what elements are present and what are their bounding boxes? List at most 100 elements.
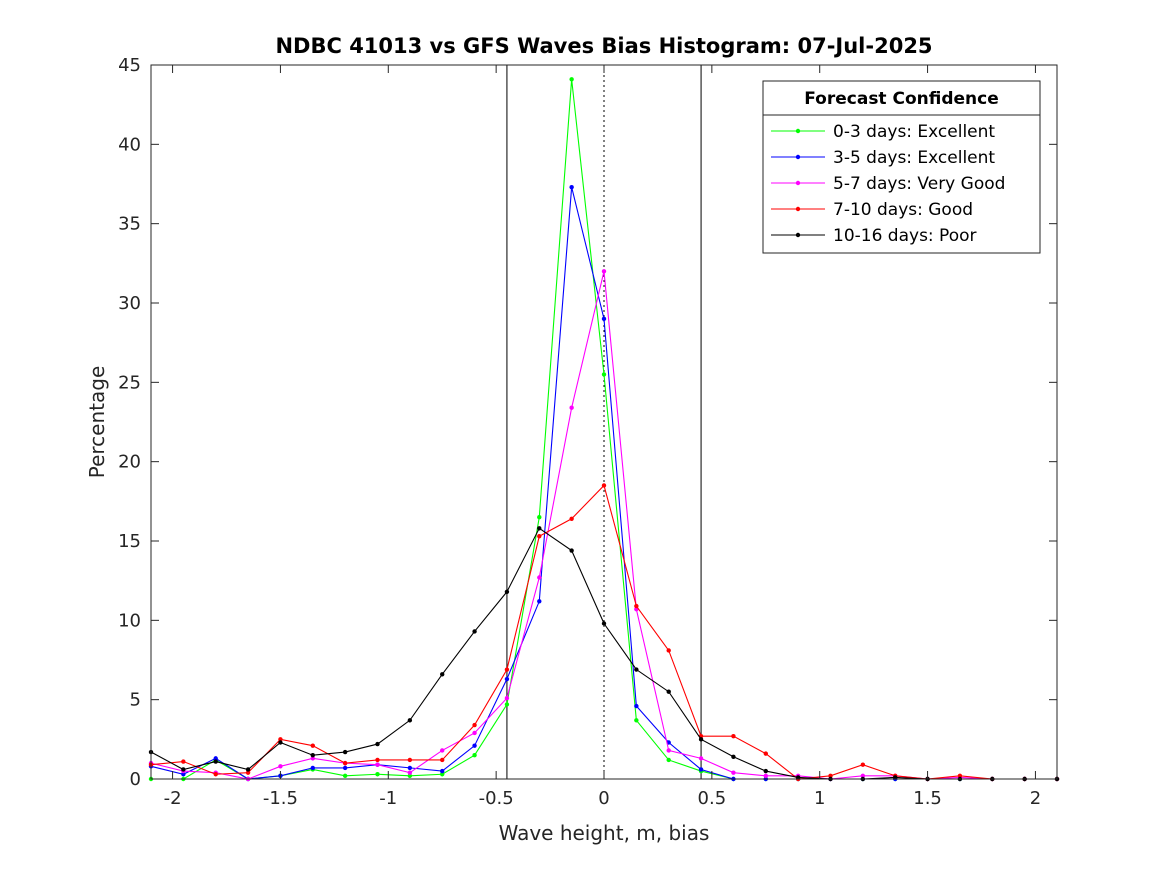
series-3-point: [860, 762, 866, 767]
series-3-point: [472, 722, 477, 728]
series-1-point: [698, 767, 704, 772]
series-1-point: [440, 768, 445, 774]
series-0-point: [634, 718, 639, 723]
legend-box: [762, 80, 1041, 254]
series-3-point: [763, 751, 768, 756]
series-3-point: [601, 483, 607, 488]
x-tick-label: 0: [598, 788, 609, 809]
series-3-point: [569, 516, 574, 521]
series-0-point: [666, 757, 671, 763]
legend-swatch-marker: [795, 180, 801, 186]
x-tick-label: 0.5: [698, 788, 727, 809]
series-4-point: [181, 767, 186, 772]
series-2-point: [731, 770, 736, 775]
x-axis-label: Wave height, m, bias: [499, 821, 710, 845]
series-2-point: [601, 269, 607, 274]
x-tick-label: -1.5: [263, 788, 298, 809]
y-tick-label: 40: [118, 134, 141, 155]
series-4-point: [763, 768, 768, 774]
series-2-point: [375, 762, 380, 767]
series-2-point: [569, 405, 574, 410]
series-2-point: [860, 773, 866, 779]
series-2-point: [763, 773, 768, 779]
legend-title: Forecast Confidence: [804, 89, 999, 109]
series-0-point: [375, 772, 380, 777]
series-1-point: [407, 765, 413, 771]
legend-swatch-marker: [795, 206, 801, 212]
x-tick-label: -1: [379, 788, 397, 809]
series-0-point: [472, 753, 477, 758]
series-4-point: [731, 754, 736, 759]
y-tick-label: 45: [118, 55, 141, 76]
x-tick-label: -0.5: [479, 788, 514, 809]
series-3-point: [181, 759, 186, 764]
series-1-point: [181, 772, 186, 777]
legend-swatch-marker: [795, 128, 801, 134]
series-4-point: [472, 629, 477, 634]
x-tick-label: 1: [814, 788, 825, 809]
series-4-point: [666, 689, 671, 694]
series-4-point: [537, 526, 542, 531]
series-0-point: [537, 515, 542, 520]
series-2-point: [504, 695, 510, 701]
x-tick-label: 2: [1030, 788, 1041, 809]
y-tick-label: 10: [118, 610, 141, 631]
legend-entry-label: 5-7 days: Very Good: [833, 174, 1005, 194]
y-tick-label: 30: [118, 293, 141, 314]
series-4-point: [601, 621, 607, 626]
series-3-point: [407, 757, 413, 763]
series-3-point: [666, 648, 671, 653]
y-tick-label: 0: [130, 769, 141, 790]
series-2-point: [666, 748, 671, 753]
series-2-point: [472, 730, 477, 736]
series-0-point: [601, 372, 607, 377]
series-4-point: [310, 753, 315, 758]
series-2-point: [698, 756, 704, 761]
y-tick-label: 35: [118, 214, 141, 235]
series-3-point: [537, 534, 542, 539]
series-3-point: [957, 773, 963, 779]
legend-swatch-marker: [795, 154, 801, 160]
series-3-point: [731, 733, 736, 739]
series-2-point: [407, 770, 413, 775]
series-2-point: [310, 756, 315, 761]
y-tick-label: 25: [118, 372, 141, 393]
series-3-point: [440, 757, 445, 763]
series-3-point: [278, 737, 283, 742]
y-tick-label: 5: [130, 690, 141, 711]
series-1-point: [213, 756, 218, 761]
series-0-point: [569, 77, 574, 82]
series-3-point: [342, 760, 348, 766]
series-3-point: [634, 603, 639, 609]
series-4-point: [375, 741, 380, 747]
series-4-point: [634, 667, 639, 672]
legend-entry-label: 7-10 days: Good: [833, 200, 973, 220]
series-1-point: [472, 743, 477, 748]
series-0-point: [407, 773, 413, 779]
series-4-point: [245, 767, 251, 772]
series-0-point: [504, 702, 510, 707]
chart-title: NDBC 41013 vs GFS Waves Bias Histogram: …: [275, 34, 932, 58]
series-0-point: [342, 773, 348, 779]
series-4-point: [278, 740, 283, 745]
legend-entry-label: 3-5 days: Excellent: [833, 148, 995, 168]
series-4-point: [440, 672, 445, 677]
y-tick-label: 20: [118, 452, 141, 473]
series-2-point: [278, 764, 283, 769]
series-1-point: [537, 599, 542, 604]
series-0-point: [440, 772, 445, 777]
series-4-point: [213, 759, 218, 764]
legend-swatch-marker: [795, 232, 801, 238]
series-2-point: [537, 575, 542, 580]
series-3-point: [504, 667, 510, 672]
series-1-point: [504, 676, 510, 682]
series-4-point: [504, 589, 510, 594]
series-1-point: [342, 765, 348, 771]
legend-entry-label: 10-16 days: Poor: [833, 226, 977, 246]
series-1-point: [634, 703, 639, 709]
series-3-point: [245, 770, 251, 775]
x-tick-label: 1.5: [913, 788, 942, 809]
series-4-point: [342, 749, 348, 755]
series-3-point: [310, 743, 315, 748]
